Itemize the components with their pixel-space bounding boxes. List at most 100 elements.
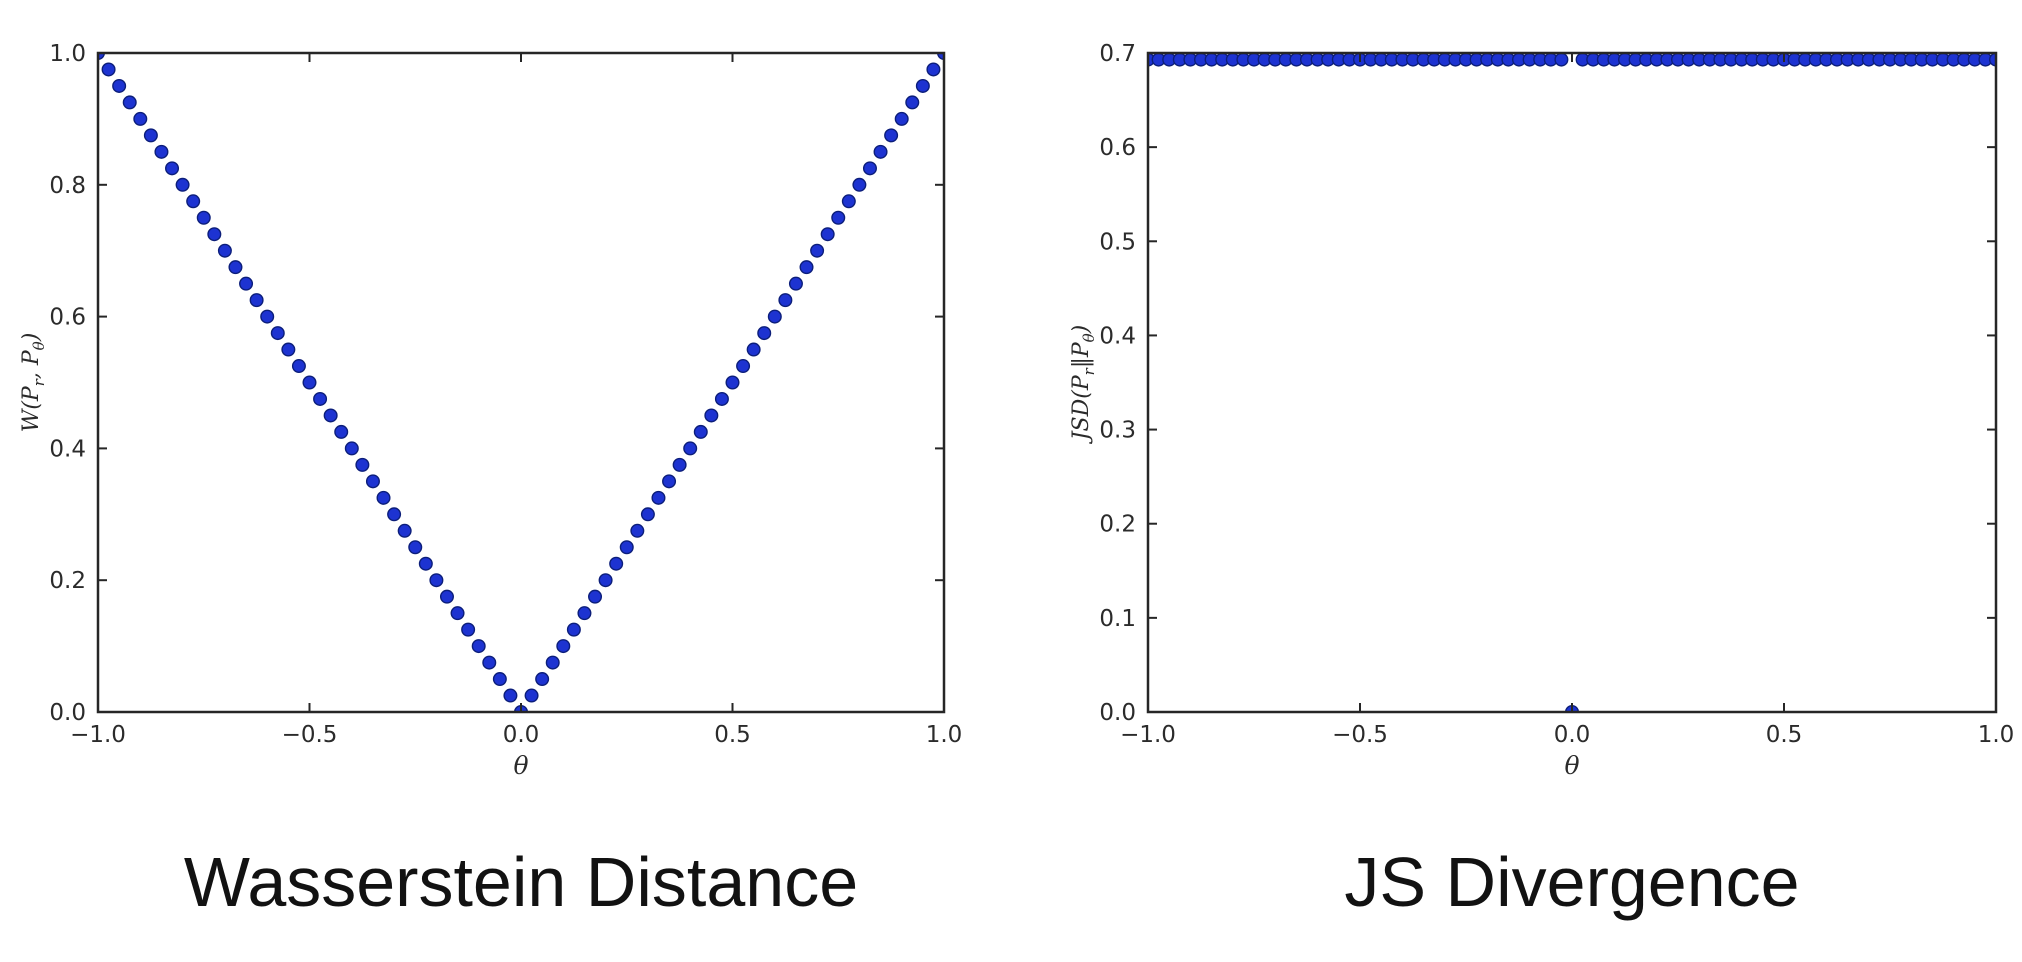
data-point <box>609 556 624 571</box>
data-point <box>577 606 592 621</box>
data-point <box>249 293 264 308</box>
data-point <box>672 457 687 472</box>
js-divergence-panel: −1.0 −0.5 0.0 0.5 1.0 0.0 0.1 0.2 0.3 0.4 0.5 0.6 0.… <box>1011 0 2022 962</box>
data-point <box>471 639 486 654</box>
x-axis-label: θ <box>1564 751 1579 780</box>
axes-frame <box>96 51 946 714</box>
data-point <box>302 375 317 390</box>
data-point <box>313 391 328 406</box>
y-axis-label: W(Pr, Pθ) <box>19 333 48 433</box>
data-points <box>1148 53 1996 712</box>
data-point <box>662 474 677 489</box>
data-point <box>778 293 793 308</box>
data-point <box>439 589 454 604</box>
y-tick-label: 0.3 <box>1099 418 1136 444</box>
data-point <box>492 672 507 687</box>
data-point <box>746 342 761 357</box>
data-point <box>365 474 380 489</box>
tick-labels: −1.0 −0.5 0.0 0.5 1.0 0.0 0.2 0.4 0.6 0.8 1.0 <box>49 41 962 748</box>
x-tick-label: 0.0 <box>503 722 540 748</box>
data-point <box>736 359 751 374</box>
data-point <box>1989 53 1996 67</box>
data-point <box>344 441 359 456</box>
data-point <box>640 507 655 522</box>
wasserstein-panel: −1.0 −0.5 0.0 0.5 1.0 0.0 0.2 0.4 0.6 0.8 1.0 θ W(Pr… <box>19 41 962 921</box>
y-tick-label: 0.5 <box>1099 229 1136 255</box>
y-tick-label: 0.2 <box>1099 512 1136 538</box>
data-point <box>154 144 169 159</box>
data-point <box>196 210 211 225</box>
chart-caption: JS Divergence <box>1344 843 1799 921</box>
y-tick-label: 0.4 <box>49 436 86 462</box>
data-point <box>239 276 254 291</box>
x-tick-label: −1.0 <box>1120 722 1176 748</box>
data-point <box>767 309 782 324</box>
x-tick-label: 1.0 <box>1978 722 2015 748</box>
data-point <box>461 622 476 637</box>
data-point <box>143 128 158 143</box>
data-point <box>588 589 603 604</box>
y-tick-label: 0.8 <box>49 173 86 199</box>
data-point <box>831 210 846 225</box>
wasserstein-chart: −1.0 −0.5 0.0 0.5 1.0 0.0 0.2 0.4 0.6 0.8 1.0 θ W(Pr… <box>19 41 962 921</box>
data-point <box>757 326 772 341</box>
data-point <box>619 540 634 555</box>
data-point <box>133 111 148 126</box>
data-point <box>376 490 391 505</box>
y-tick-label: 0.4 <box>1099 323 1136 349</box>
data-point <box>270 326 285 341</box>
y-tick-label: 0.6 <box>49 305 86 331</box>
chart-caption: Wasserstein Distance <box>184 843 858 921</box>
data-point <box>355 457 370 472</box>
data-point <box>545 655 560 670</box>
data-point <box>704 408 719 423</box>
data-point <box>894 111 909 126</box>
x-tick-label: 1.0 <box>926 722 963 748</box>
data-point <box>630 523 645 538</box>
data-points <box>98 53 944 712</box>
x-tick-label: −0.5 <box>282 722 338 748</box>
data-point <box>450 606 465 621</box>
data-point <box>1554 53 1569 67</box>
data-point <box>725 375 740 390</box>
axis-ticks <box>1147 52 1997 713</box>
data-point <box>217 243 232 258</box>
x-tick-label: 0.0 <box>1554 722 1591 748</box>
data-point <box>175 177 190 192</box>
data-point <box>651 490 666 505</box>
y-tick-label: 0.7 <box>1099 41 1136 67</box>
data-point <box>556 639 571 654</box>
data-point <box>429 573 444 588</box>
y-tick-label: 0.6 <box>1099 135 1136 161</box>
data-point <box>397 523 412 538</box>
data-point <box>186 194 201 209</box>
data-point <box>482 655 497 670</box>
y-axis-label: JSD(Pr‖Pθ) <box>1069 325 1098 445</box>
y-tick-label: 0.2 <box>49 568 86 594</box>
data-point <box>693 424 708 439</box>
data-point <box>101 62 116 77</box>
data-point <box>165 161 180 176</box>
js-divergence-chart: −1.0 −0.5 0.0 0.5 1.0 0.0 0.1 0.2 0.3 0.4 0.5 0.6 0.… <box>1069 41 2014 921</box>
data-point <box>788 276 803 291</box>
axis-ticks <box>97 52 945 713</box>
y-tick-label: 0.1 <box>1099 606 1136 632</box>
tick-labels: −1.0 −0.5 0.0 0.5 1.0 0.0 0.1 0.2 0.3 0.4 0.5 0.6 0.… <box>1099 41 2014 748</box>
data-point <box>915 78 930 93</box>
data-point <box>884 128 899 143</box>
y-tick-label: 0.0 <box>49 700 86 726</box>
data-point <box>323 408 338 423</box>
data-point <box>122 95 137 110</box>
data-point <box>799 260 814 275</box>
x-axis-label: θ <box>513 751 528 780</box>
data-point <box>862 161 877 176</box>
data-point <box>112 78 127 93</box>
data-point <box>714 391 729 406</box>
data-point <box>683 441 698 456</box>
data-point <box>207 227 222 242</box>
data-point <box>281 342 296 357</box>
data-point <box>852 177 867 192</box>
data-point <box>566 622 581 637</box>
x-tick-label: −0.5 <box>1332 722 1388 748</box>
data-point <box>820 227 835 242</box>
